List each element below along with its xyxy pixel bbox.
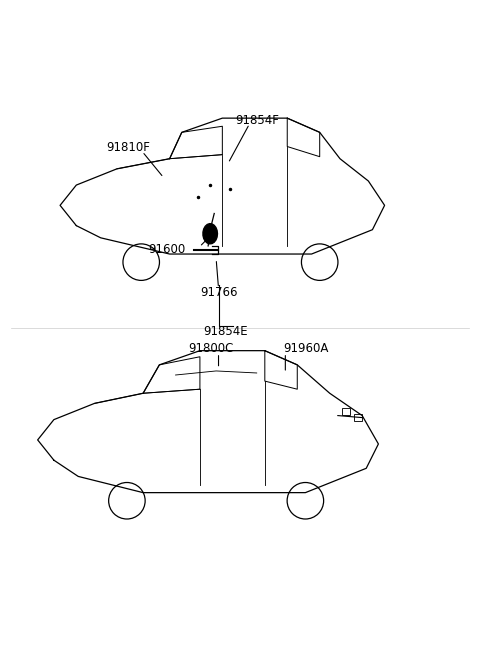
- Text: 91854F: 91854F: [235, 114, 279, 127]
- Text: 91600: 91600: [148, 243, 185, 256]
- Text: 91810F: 91810F: [106, 141, 150, 154]
- Bar: [342, 408, 350, 415]
- Bar: [354, 415, 362, 421]
- Text: 91766: 91766: [200, 286, 237, 298]
- Text: 91854E: 91854E: [204, 325, 248, 338]
- Text: 91960A: 91960A: [283, 342, 328, 355]
- Polygon shape: [203, 224, 217, 244]
- Text: 91800C: 91800C: [189, 342, 234, 355]
